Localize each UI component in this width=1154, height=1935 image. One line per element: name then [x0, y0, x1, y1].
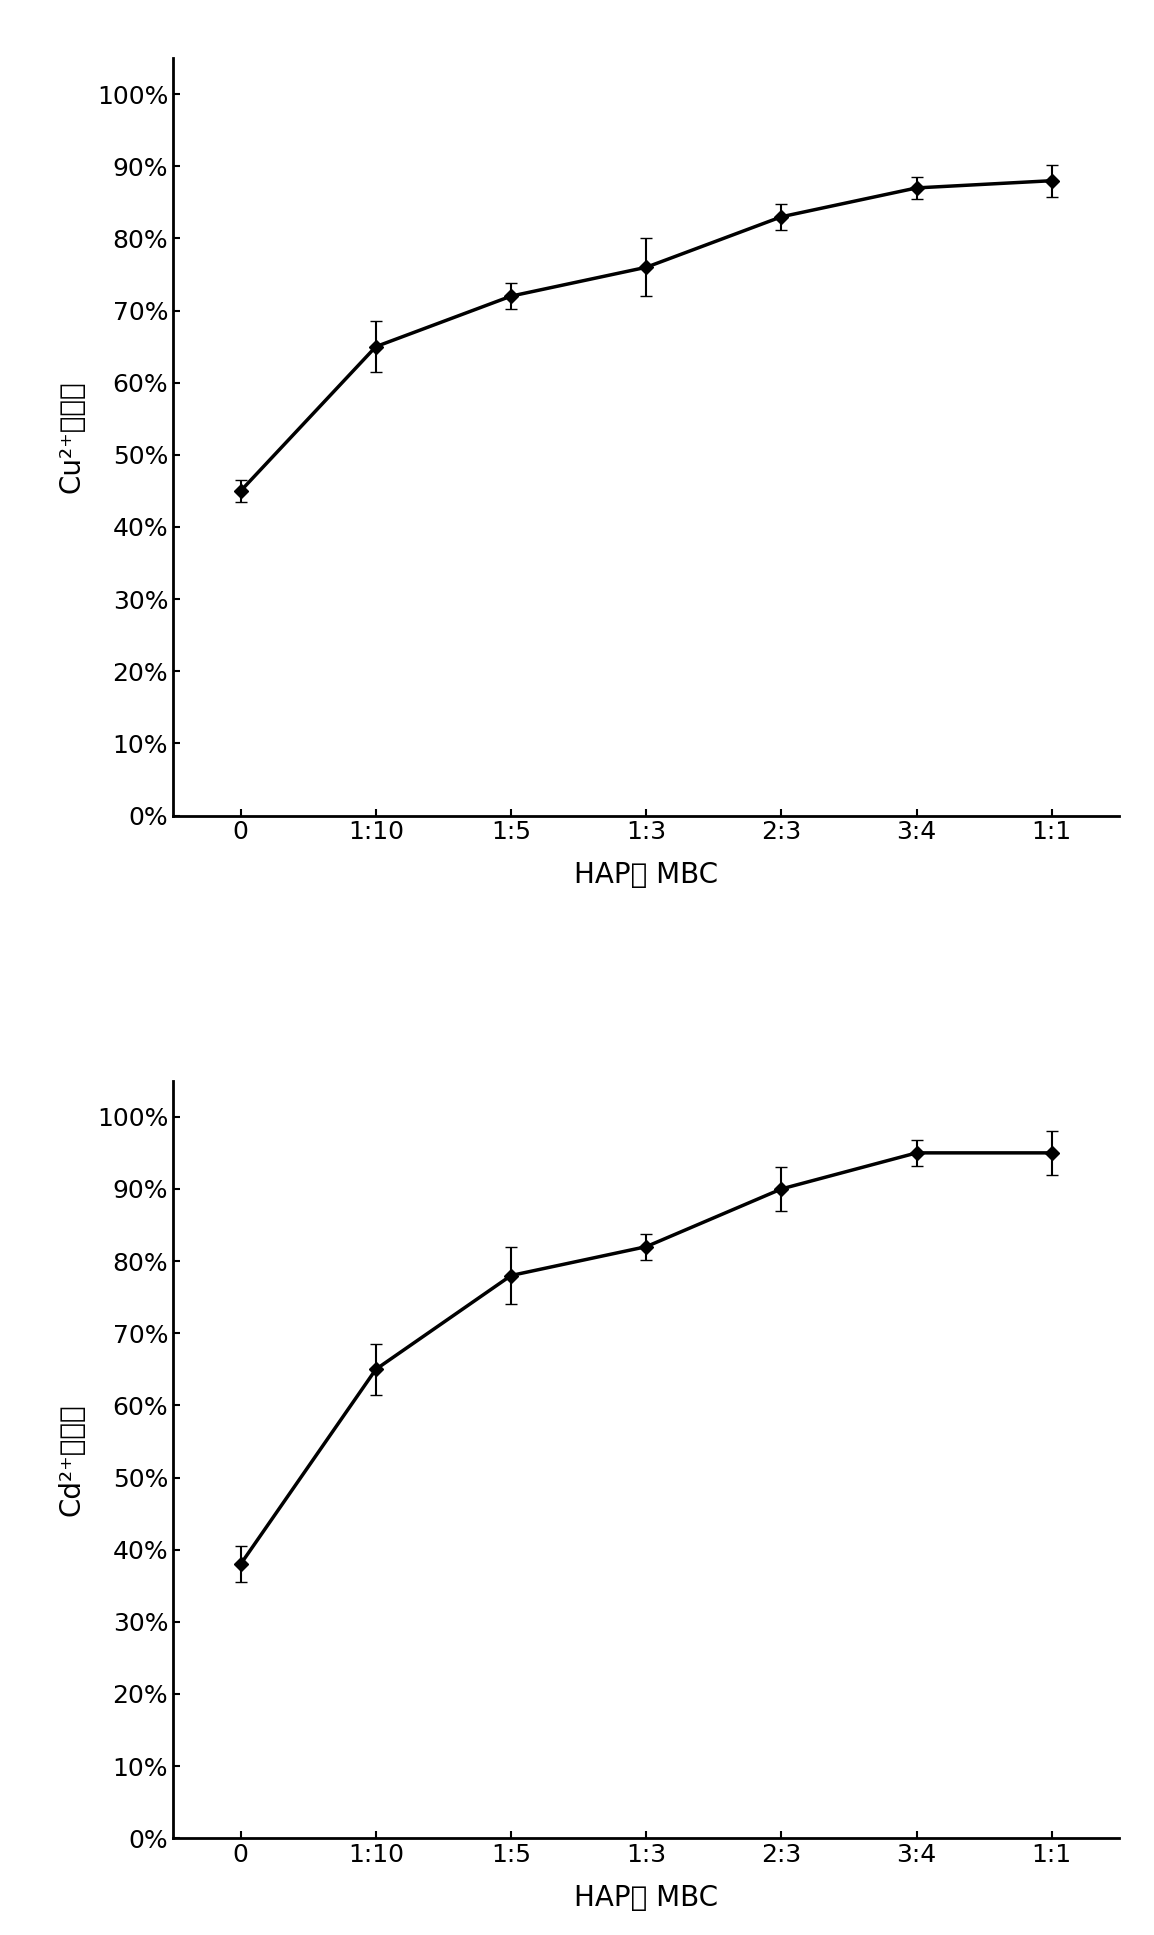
X-axis label: HAP： MBC: HAP： MBC — [575, 1885, 718, 1912]
Y-axis label: Cu²⁺去除率: Cu²⁺去除率 — [58, 381, 85, 493]
Y-axis label: Cd²⁺去除率: Cd²⁺去除率 — [58, 1403, 85, 1515]
X-axis label: HAP： MBC: HAP： MBC — [575, 861, 718, 888]
